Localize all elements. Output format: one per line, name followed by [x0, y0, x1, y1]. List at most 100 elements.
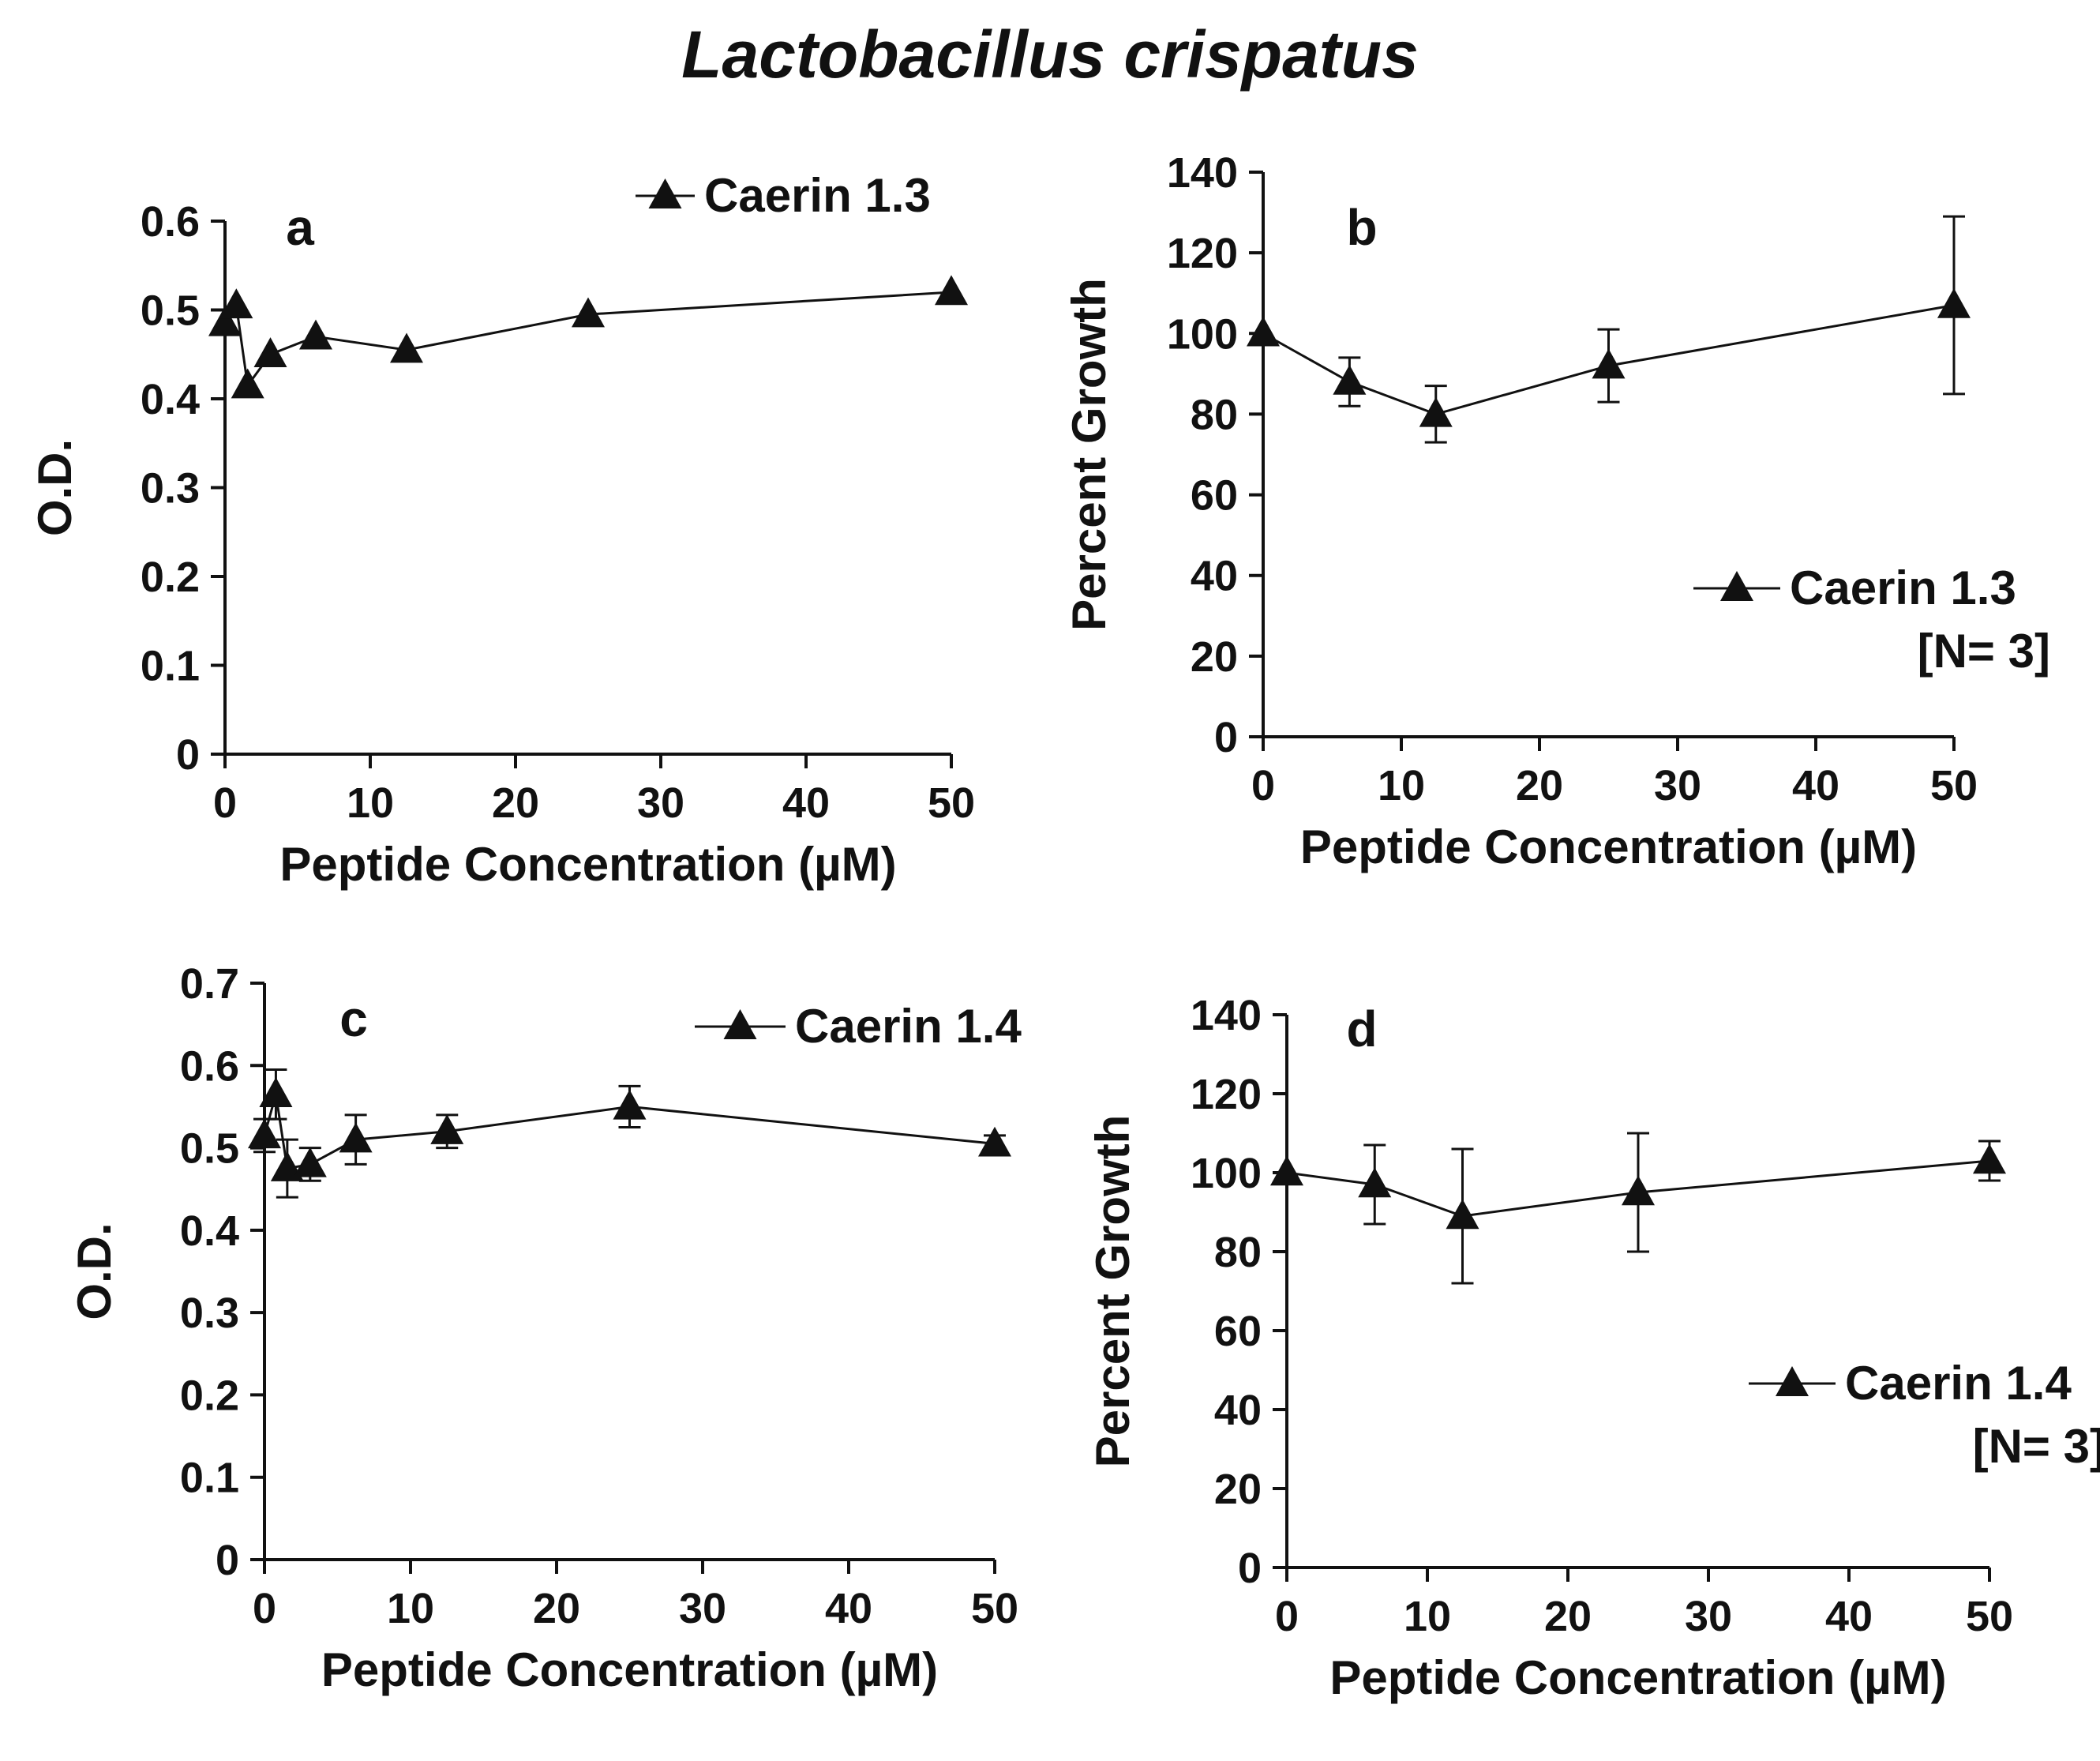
- x-tick-label: 40: [1792, 762, 1839, 809]
- y-tick-label: 100: [1167, 310, 1238, 358]
- legend-label: Caerin 1.3: [704, 169, 931, 222]
- data-point-marker: [572, 297, 605, 328]
- legend-sample-size: [N= 3]: [1973, 1420, 2100, 1473]
- x-tick-label: 20: [1516, 762, 1563, 809]
- y-tick-label: 0.2: [180, 1372, 239, 1419]
- legend-marker: [648, 178, 682, 208]
- data-point-marker: [1937, 287, 1971, 318]
- y-tick-label: 0.3: [180, 1290, 239, 1337]
- x-tick-label: 30: [1685, 1593, 1732, 1640]
- data-point-marker: [1333, 364, 1367, 395]
- x-tick-label: 20: [1544, 1593, 1592, 1640]
- legend-marker: [723, 1009, 757, 1039]
- y-tick-label: 0.6: [141, 198, 200, 246]
- chart-panel-b: 0 20 40 60 80 100 120 140 0 10 20 30 40 50 Peptide Con…: [1063, 149, 2050, 873]
- x-axis-label: Peptide Concentration (µM): [321, 1643, 938, 1696]
- y-tick-label: 0.7: [180, 960, 239, 1008]
- data-point-marker: [1270, 1155, 1303, 1186]
- y-tick-label: 20: [1191, 633, 1238, 681]
- x-tick-label: 40: [1825, 1593, 1873, 1640]
- x-axis-label: Peptide Concentration (µM): [1329, 1651, 1946, 1704]
- data-point-marker: [208, 306, 242, 336]
- y-tick-label: 0.1: [180, 1455, 239, 1502]
- data-point-marker: [299, 319, 332, 350]
- data-point-marker: [1419, 396, 1453, 427]
- y-tick-label: 40: [1214, 1387, 1262, 1434]
- x-axis-label: Peptide Concentration (µM): [1300, 820, 1917, 873]
- chart-panel-a: 0 0.1 0.2 0.3 0.4 0.5 0.6 0 10 20 30 40 50 Peptide Co…: [28, 169, 975, 891]
- data-point-marker: [253, 337, 287, 367]
- x-tick-label: 10: [1404, 1593, 1451, 1640]
- x-tick-label: 0: [253, 1585, 276, 1632]
- y-tick-label: 0.4: [180, 1207, 239, 1255]
- y-axis-label: O.D.: [28, 439, 81, 536]
- data-point-marker: [259, 1077, 293, 1107]
- x-tick-label: 10: [1378, 762, 1425, 809]
- data-point-marker: [935, 275, 968, 306]
- y-tick-label: 140: [1191, 992, 1262, 1039]
- x-tick-label: 50: [928, 779, 975, 827]
- data-point-marker: [390, 332, 423, 363]
- y-tick-label: 120: [1191, 1071, 1262, 1118]
- y-axis-label: Percent Growth: [1086, 1115, 1139, 1468]
- y-tick-label: 80: [1191, 391, 1238, 438]
- data-point-marker: [293, 1147, 327, 1177]
- y-tick-label: 0: [1214, 714, 1238, 761]
- y-axis-label: O.D.: [68, 1222, 121, 1320]
- x-tick-label: 40: [825, 1585, 872, 1632]
- data-point-marker: [219, 288, 253, 319]
- y-tick-label: 60: [1214, 1308, 1262, 1355]
- y-tick-label: 100: [1191, 1150, 1262, 1197]
- y-tick-label: 0.5: [141, 287, 200, 335]
- y-tick-label: 140: [1167, 149, 1238, 197]
- y-tick-label: 0: [216, 1537, 239, 1584]
- x-tick-label: 0: [1275, 1593, 1299, 1640]
- y-tick-label: 0.6: [180, 1042, 239, 1090]
- x-tick-label: 30: [637, 779, 684, 827]
- data-point-marker: [1622, 1175, 1655, 1206]
- y-tick-label: 20: [1214, 1466, 1262, 1513]
- data-point-marker: [1358, 1167, 1392, 1198]
- y-tick-label: 0: [176, 731, 200, 779]
- x-tick-label: 50: [971, 1585, 1018, 1632]
- panel-letter: b: [1346, 199, 1377, 256]
- chart-panel-c: 0 0.1 0.2 0.3 0.4 0.5 0.6 0.7 0 10 20 30 40 50 Peptide…: [68, 960, 1022, 1696]
- legend-label: Caerin 1.4: [795, 1000, 1022, 1053]
- x-tick-label: 30: [1654, 762, 1701, 809]
- data-point-marker: [248, 1118, 281, 1149]
- y-tick-label: 120: [1167, 230, 1238, 277]
- data-point-marker: [1446, 1199, 1479, 1230]
- y-tick-label: 0.1: [141, 643, 200, 690]
- x-tick-label: 20: [492, 779, 539, 827]
- y-tick-label: 0.5: [180, 1125, 239, 1173]
- y-tick-label: 0: [1238, 1545, 1262, 1592]
- x-tick-label: 40: [782, 779, 830, 827]
- data-point-marker: [339, 1122, 373, 1153]
- x-tick-label: 0: [213, 779, 237, 827]
- data-point-marker: [1247, 316, 1280, 347]
- legend-marker: [1720, 571, 1753, 601]
- y-tick-label: 0.2: [141, 554, 200, 601]
- legend-label: Caerin 1.3: [1790, 561, 2016, 614]
- x-tick-label: 50: [1930, 762, 1978, 809]
- legend-label: Caerin 1.4: [1845, 1357, 2072, 1410]
- panel-letter: d: [1346, 1001, 1377, 1057]
- data-point-marker: [231, 368, 264, 399]
- x-tick-label: 20: [533, 1585, 580, 1632]
- figure-title: Lactobacillus crispatus: [681, 17, 1419, 92]
- data-point-marker: [978, 1126, 1011, 1157]
- series-line: [223, 291, 952, 389]
- panel-letter: c: [339, 990, 368, 1047]
- x-tick-label: 10: [387, 1585, 434, 1632]
- data-point-marker: [1973, 1143, 2006, 1174]
- x-axis-label: Peptide Concentration (µM): [279, 838, 896, 891]
- chart-panel-d: 0 20 40 60 80 100 120 140 0 10 20 30 40 50 Peptide Con…: [1086, 992, 2100, 1704]
- x-tick-label: 0: [1251, 762, 1275, 809]
- x-tick-label: 50: [1966, 1593, 2013, 1640]
- x-tick-label: 30: [679, 1585, 726, 1632]
- data-point-marker: [1592, 348, 1626, 379]
- y-tick-label: 80: [1214, 1229, 1262, 1276]
- y-tick-label: 0.3: [141, 465, 200, 513]
- y-axis-label: Percent Growth: [1063, 278, 1116, 631]
